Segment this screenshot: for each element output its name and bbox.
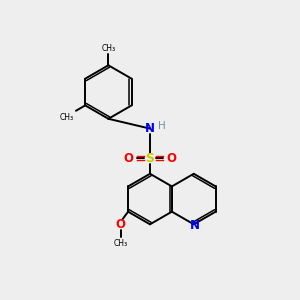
Text: CH₃: CH₃: [101, 44, 116, 53]
Text: H: H: [158, 121, 166, 130]
Text: N: N: [190, 219, 200, 232]
Text: N: N: [145, 122, 155, 135]
Text: CH₃: CH₃: [59, 113, 74, 122]
Text: O: O: [116, 218, 126, 231]
Text: O: O: [124, 152, 134, 165]
Text: CH₃: CH₃: [114, 239, 128, 248]
Text: O: O: [167, 152, 176, 165]
Text: S: S: [146, 152, 154, 165]
